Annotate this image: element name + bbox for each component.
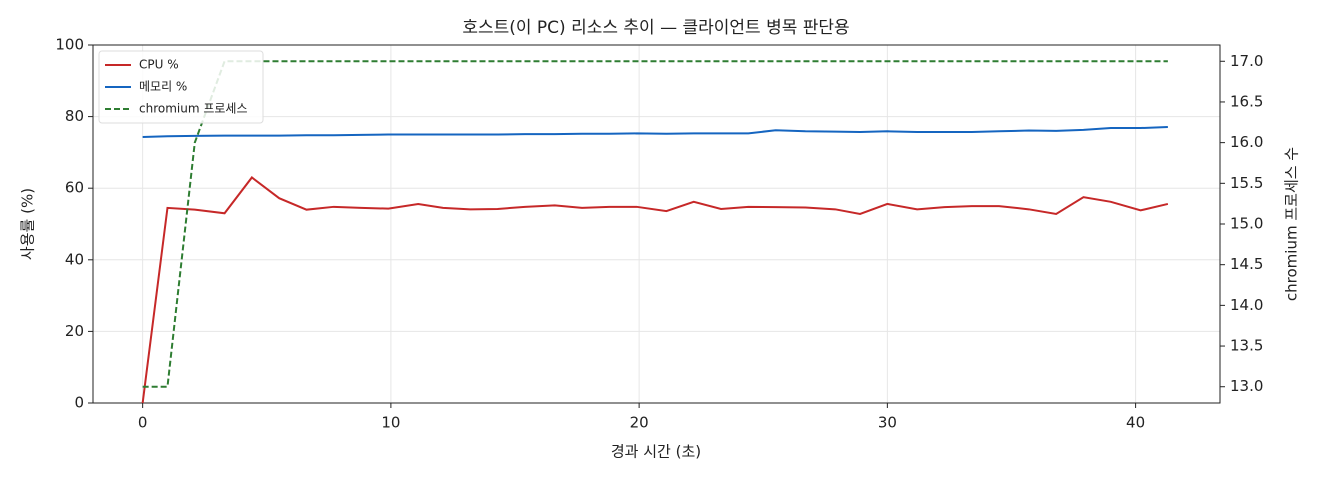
y2-tick-label: 16.5 <box>1230 92 1263 110</box>
x-tick-label: 40 <box>1126 414 1145 432</box>
x-tick-label: 30 <box>878 414 897 432</box>
y-tick-label: 60 <box>65 179 84 197</box>
y-axis-label: 사용률 (%) <box>19 188 37 260</box>
y2-tick-label: 14.5 <box>1230 255 1263 273</box>
series-line <box>141 176 1169 404</box>
series-line <box>142 125 1168 139</box>
legend-box <box>98 50 264 124</box>
y2-tick-label: 15.5 <box>1230 174 1263 192</box>
y-tick-label: 0 <box>74 394 84 412</box>
y2-tick-label: 15.0 <box>1230 215 1263 233</box>
y2-tick-label: 16.0 <box>1230 133 1263 151</box>
x-tick-label: 0 <box>138 414 148 432</box>
x-tick-label: 20 <box>630 414 649 432</box>
y-tick-label: 80 <box>65 107 84 125</box>
plot-frame <box>92 44 1221 404</box>
legend-label: CPU % <box>139 58 179 72</box>
y2-axis-label: chromium 프로세스 수 <box>1283 147 1301 301</box>
y2-tick-label: 13.0 <box>1230 377 1263 395</box>
y2-tick-label: 17.0 <box>1230 52 1263 70</box>
x-tick-label: 10 <box>381 414 400 432</box>
x-axis-label: 경과 시간 (초) <box>611 443 701 461</box>
y2-tick-label: 14.0 <box>1230 296 1263 314</box>
chart-title: 호스트(이 PC) 리소스 추이 — 클라이언트 병목 판단용 <box>462 18 849 38</box>
legend-label: chromium 프로세스 <box>139 102 248 116</box>
y-tick-label: 20 <box>65 322 84 340</box>
series-line <box>142 60 1168 388</box>
y-tick-label: 40 <box>65 250 84 268</box>
y-tick-label: 100 <box>55 36 84 54</box>
legend-label: 메모리 % <box>139 80 187 94</box>
y2-tick-label: 13.5 <box>1230 337 1263 355</box>
